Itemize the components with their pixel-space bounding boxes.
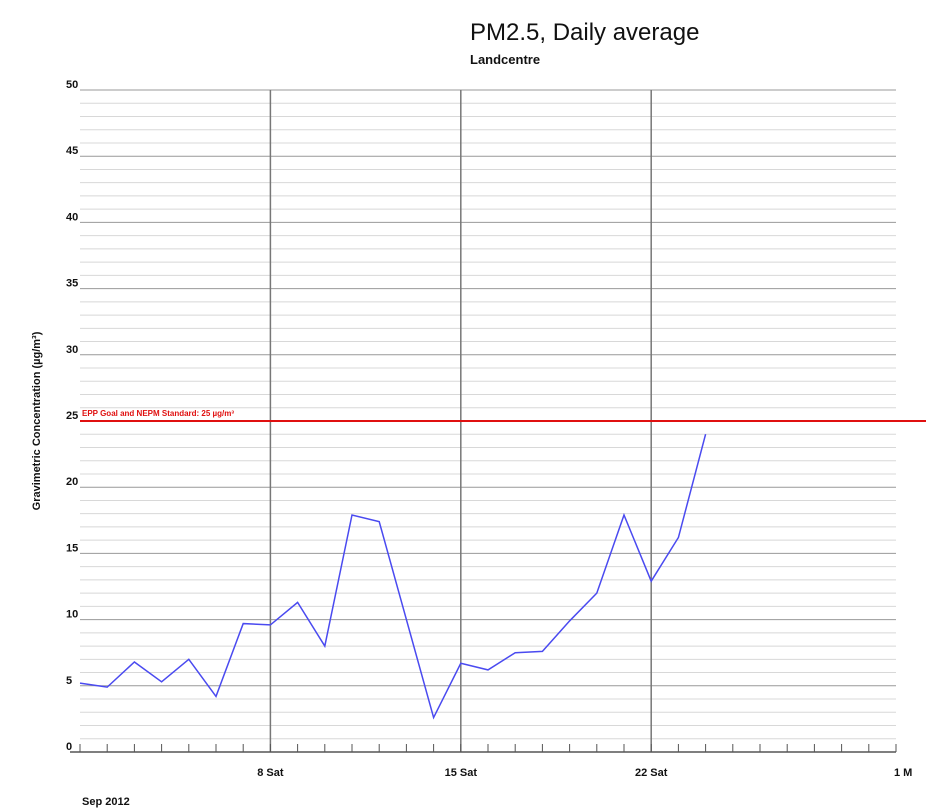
- y-tick-label: 10: [66, 609, 78, 621]
- x-tick-label: 22 Sat: [635, 767, 668, 779]
- y-tick-label: 40: [66, 211, 78, 223]
- y-tick-label: 50: [66, 79, 78, 91]
- data-line: [79, 434, 707, 720]
- y-tick-label: 35: [66, 278, 78, 290]
- y-tick-label: 30: [66, 344, 78, 356]
- y-tick-label: 25: [66, 410, 78, 422]
- x-tick-label: 8 Sat: [257, 767, 284, 779]
- x-tick-label: 15 Sat: [445, 767, 478, 779]
- y-axis-label: Gravimetric Concentration (µg/m³): [31, 331, 43, 510]
- y-tick-label: 5: [66, 675, 72, 687]
- x-axis-label: Sep 2012: [82, 796, 130, 808]
- y-tick-label: 0: [66, 741, 72, 753]
- threshold-label: EPP Goal and NEPM Standard: 25 µg/m³: [82, 409, 234, 418]
- y-tick-label: 15: [66, 542, 78, 554]
- x-tick-label: 1 M: [894, 767, 912, 779]
- chart-subtitle: Landcentre: [470, 52, 540, 67]
- y-tick-label: 45: [66, 145, 78, 157]
- chart-title: PM2.5, Daily average: [470, 19, 699, 46]
- y-tick-label: 20: [66, 476, 78, 488]
